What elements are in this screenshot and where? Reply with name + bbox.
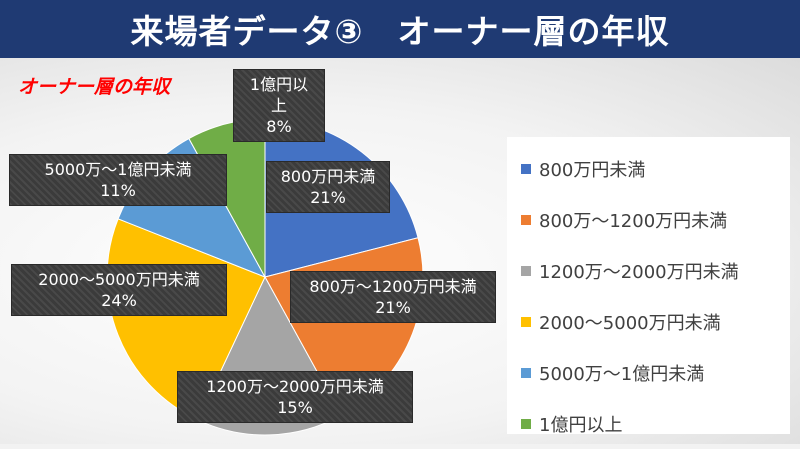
data-label-value: 21% (310, 188, 346, 207)
data-label-value: 15% (277, 398, 313, 417)
legend-label: 1億円以上 (539, 414, 623, 436)
legend-swatch (521, 214, 531, 225)
header-banner: 来場者データ③ オーナー層の年収 (0, 0, 800, 58)
legend-item: 800万円未満 (521, 143, 790, 194)
legend-label: 800万円未満 (539, 159, 646, 181)
data-label-category: 1億円以上 (249, 75, 309, 115)
legend-item: 1億円以上 (521, 398, 790, 449)
chart-legend: 800万円未満 800万～1200万円未満 1200万～2000万円未満 200… (507, 137, 790, 436)
data-label-value: 24% (101, 291, 137, 310)
data-label-800man-miman: 800万円未満 21% (266, 161, 390, 213)
data-label-category: 2000～5000万円未満 (38, 270, 200, 289)
legend-item: 800万～1200万円未満 (521, 194, 790, 245)
data-label-5000man-1oku: 5000万～1億円未満 11% (9, 154, 227, 206)
legend-swatch (521, 367, 531, 378)
legend-item: 5000万～1億円未満 (521, 347, 790, 398)
data-label-category: 1200万～2000万円未満 (206, 377, 384, 396)
legend-label: 5000万～1億円未満 (539, 363, 705, 385)
data-label-category: 5000万～1億円未満 (44, 160, 192, 179)
page-title: 来場者データ③ オーナー層の年収 (130, 12, 670, 51)
data-label-1200-2000man: 1200万～2000万円未満 15% (177, 371, 413, 423)
data-label-category: 800万円未満 (280, 167, 376, 186)
legend-label: 1200万～2000万円未満 (539, 261, 739, 283)
legend-swatch (521, 265, 531, 276)
legend-label: 2000～5000万円未満 (539, 312, 721, 334)
legend-swatch (521, 316, 531, 327)
data-label-800-1200man: 800万～1200万円未満 21% (290, 271, 496, 323)
legend-label: 800万～1200万円未満 (539, 210, 728, 232)
data-label-value: 8% (266, 117, 292, 136)
legend-swatch (521, 163, 531, 174)
data-label-value: 21% (375, 298, 411, 317)
legend-swatch (521, 418, 531, 429)
data-label-value: 11% (100, 181, 136, 200)
legend-item: 1200万～2000万円未満 (521, 245, 790, 296)
data-label-1oku-ijou: 1億円以上 8% (233, 69, 325, 142)
legend-item: 2000～5000万円未満 (521, 296, 790, 347)
data-label-category: 800万～1200万円未満 (309, 277, 477, 296)
chart-title: オーナー層の年収 (18, 76, 171, 98)
data-label-2000-5000man: 2000～5000万円未満 24% (11, 264, 227, 316)
